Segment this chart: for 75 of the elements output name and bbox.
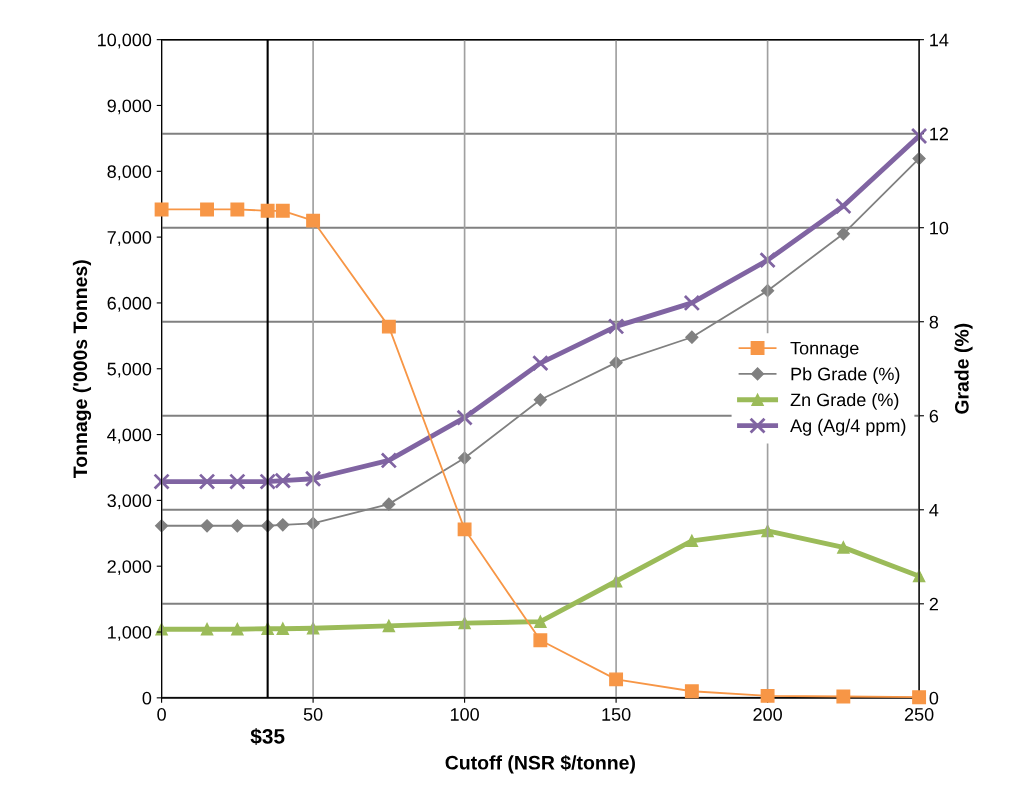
point bbox=[456, 409, 473, 426]
point bbox=[912, 690, 927, 705]
y2-tick-label: 2 bbox=[929, 597, 938, 611]
point bbox=[835, 197, 852, 215]
point bbox=[155, 519, 169, 533]
point bbox=[533, 393, 547, 407]
point bbox=[304, 470, 322, 488]
point bbox=[533, 633, 548, 648]
x-tick-label: 150 bbox=[602, 708, 631, 721]
point bbox=[910, 127, 928, 145]
point bbox=[683, 294, 701, 312]
point bbox=[154, 202, 169, 217]
point bbox=[306, 213, 321, 228]
point bbox=[837, 541, 850, 554]
y2-tick-label: 14 bbox=[930, 33, 949, 47]
x-tick-label: 100 bbox=[450, 708, 479, 721]
y2-tick-label: 10 bbox=[930, 221, 949, 235]
y-tick-label: 3,000 bbox=[107, 494, 152, 510]
point bbox=[532, 354, 549, 372]
x-tick-label: 0 bbox=[157, 708, 166, 721]
point bbox=[231, 622, 244, 636]
y2-tick-label: 6 bbox=[929, 409, 939, 423]
x-tick-label: 250 bbox=[904, 708, 934, 721]
point bbox=[381, 319, 396, 334]
y2-tick-label: 4 bbox=[929, 503, 939, 517]
y-tick-label: 2,000 bbox=[107, 560, 152, 576]
point bbox=[198, 473, 216, 490]
point bbox=[382, 497, 396, 511]
y-tick-label: 5,000 bbox=[107, 362, 152, 378]
point bbox=[276, 622, 290, 635]
point bbox=[200, 519, 214, 533]
point bbox=[382, 619, 396, 633]
point bbox=[607, 318, 625, 335]
point bbox=[229, 473, 246, 490]
ref-line-label: $35 bbox=[250, 728, 285, 746]
point bbox=[759, 251, 776, 269]
y2-tick-label: 0 bbox=[929, 691, 939, 705]
point bbox=[457, 522, 472, 537]
point bbox=[609, 672, 624, 687]
y-tick-label: 0 bbox=[142, 691, 152, 705]
point bbox=[230, 519, 244, 533]
y-tick-label: 10,000 bbox=[98, 33, 152, 49]
point bbox=[534, 615, 547, 628]
legend-label: Ag (Ag/4 ppm) bbox=[790, 418, 906, 436]
point bbox=[276, 518, 290, 532]
point bbox=[153, 473, 170, 490]
point bbox=[200, 202, 214, 217]
y2-tick-label: 12 bbox=[930, 127, 948, 141]
point bbox=[260, 203, 275, 218]
x-tick-label: 50 bbox=[303, 708, 323, 721]
legend-label: Zn Grade (%) bbox=[790, 393, 899, 410]
point bbox=[200, 622, 214, 636]
point bbox=[380, 452, 398, 469]
point bbox=[685, 534, 699, 548]
x-axis-title: Cutoff (NSR $/tonne) bbox=[445, 754, 635, 774]
point bbox=[275, 203, 290, 218]
point bbox=[836, 689, 851, 704]
y-tick-label: 1,000 bbox=[108, 625, 152, 641]
x-tick-label: 200 bbox=[753, 708, 782, 721]
point bbox=[230, 202, 245, 217]
y-tick-label: 8,000 bbox=[107, 165, 152, 181]
y-tick-label: 9,000 bbox=[107, 99, 152, 115]
point bbox=[458, 451, 472, 465]
point bbox=[760, 688, 775, 703]
y-axis-title: Tonnage ('000s Tonnes) bbox=[72, 260, 92, 478]
point bbox=[836, 227, 850, 241]
y-tick-label: 7,000 bbox=[107, 231, 152, 246]
y-tick-label: 6,000 bbox=[107, 296, 152, 312]
point bbox=[684, 684, 699, 699]
legend-label: Tonnage bbox=[790, 341, 859, 359]
point bbox=[685, 330, 699, 344]
y2-tick-label: 8 bbox=[929, 315, 939, 329]
y2-axis-title: Grade (%) bbox=[954, 323, 973, 414]
y-tick-label: 4,000 bbox=[107, 428, 152, 444]
legend-label: Pb Grade (%) bbox=[791, 367, 900, 384]
